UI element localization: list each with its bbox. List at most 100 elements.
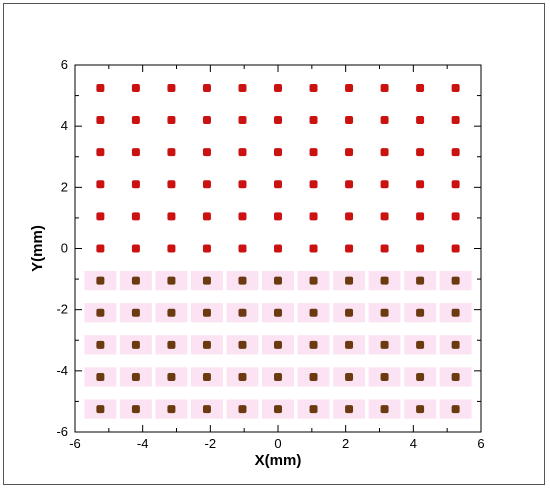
data-point-upper: [380, 212, 389, 221]
data-point-upper: [380, 116, 389, 125]
data-point-lower: [167, 308, 176, 317]
y-tick-label: 4: [61, 118, 68, 133]
x-tick-label: 6: [477, 436, 484, 451]
data-point-upper: [380, 180, 389, 189]
data-point-lower: [274, 276, 282, 285]
data-point-upper: [131, 212, 140, 221]
data-point-lower: [274, 372, 282, 381]
data-point-lower: [238, 276, 247, 285]
data-point-lower: [416, 308, 425, 317]
y-tick-label: -4: [56, 363, 68, 378]
x-tick-label: 2: [342, 436, 349, 451]
data-point-upper: [238, 83, 247, 92]
data-point-upper: [131, 180, 140, 189]
x-tick-label: -6: [69, 436, 81, 451]
data-point-lower: [451, 405, 460, 414]
data-point-lower: [416, 372, 425, 381]
data-point-lower: [167, 405, 176, 414]
data-point-upper: [131, 116, 140, 125]
data-point-upper: [274, 244, 282, 253]
data-point-upper: [380, 244, 389, 253]
data-point-upper: [451, 244, 460, 253]
data-point-upper: [309, 212, 318, 221]
data-point-upper: [96, 180, 105, 189]
data-point-upper: [167, 148, 176, 157]
data-point-upper: [238, 180, 247, 189]
data-point-upper: [416, 148, 425, 157]
y-tick-label: 6: [61, 57, 68, 72]
data-point-upper: [202, 244, 211, 253]
x-tick-label: -2: [205, 436, 217, 451]
data-point-upper: [274, 148, 282, 157]
data-point-upper: [380, 83, 389, 92]
data-point-upper: [167, 116, 176, 125]
data-point-upper: [416, 83, 425, 92]
data-point-lower: [451, 276, 460, 285]
data-point-lower: [202, 308, 211, 317]
data-point-lower: [345, 308, 354, 317]
data-point-upper: [345, 244, 354, 253]
data-point-upper: [451, 116, 460, 125]
data-point-upper: [131, 244, 140, 253]
data-point-upper: [96, 116, 105, 125]
data-point-upper: [345, 180, 354, 189]
data-point-lower: [167, 340, 176, 349]
data-point-upper: [451, 83, 460, 92]
data-point-lower: [167, 276, 176, 285]
data-point-upper: [202, 212, 211, 221]
data-point-upper: [238, 148, 247, 157]
data-point-lower: [131, 276, 140, 285]
data-point-lower: [96, 340, 105, 349]
x-tick-label: 0: [274, 436, 281, 451]
data-point-lower: [96, 308, 105, 317]
data-point-lower: [202, 372, 211, 381]
data-point-upper: [96, 83, 105, 92]
data-point-upper: [309, 116, 318, 125]
data-point-upper: [238, 244, 247, 253]
data-point-lower: [345, 405, 354, 414]
data-point-lower: [380, 308, 389, 317]
data-point-upper: [238, 212, 247, 221]
data-point-upper: [202, 148, 211, 157]
data-point-upper: [309, 83, 318, 92]
data-point-lower: [416, 276, 425, 285]
data-point-lower: [202, 405, 211, 414]
data-point-lower: [380, 372, 389, 381]
data-point-lower: [345, 340, 354, 349]
data-point-upper: [96, 244, 105, 253]
data-point-upper: [416, 180, 425, 189]
data-point-upper: [345, 116, 354, 125]
data-point-upper: [345, 83, 354, 92]
data-point-upper: [309, 148, 318, 157]
data-point-lower: [238, 340, 247, 349]
data-point-lower: [238, 308, 247, 317]
data-point-upper: [380, 148, 389, 157]
data-point-upper: [167, 244, 176, 253]
data-point-lower: [131, 372, 140, 381]
data-point-lower: [96, 372, 105, 381]
data-point-upper: [202, 83, 211, 92]
data-point-lower: [238, 372, 247, 381]
data-point-upper: [309, 180, 318, 189]
data-point-upper: [345, 212, 354, 221]
data-point-lower: [167, 372, 176, 381]
data-point-lower: [451, 308, 460, 317]
data-point-upper: [131, 148, 140, 157]
data-point-lower: [380, 405, 389, 414]
data-point-upper: [202, 180, 211, 189]
data-point-lower: [380, 276, 389, 285]
data-point-upper: [96, 212, 105, 221]
y-tick-label: 0: [61, 241, 68, 256]
data-point-lower: [309, 340, 318, 349]
data-point-lower: [451, 340, 460, 349]
data-point-upper: [416, 244, 425, 253]
data-point-upper: [345, 148, 354, 157]
data-point-upper: [274, 212, 282, 221]
data-point-lower: [274, 405, 282, 414]
y-tick-label: 2: [61, 179, 68, 194]
data-point-lower: [416, 405, 425, 414]
data-point-upper: [202, 116, 211, 125]
data-point-lower: [202, 276, 211, 285]
data-point-lower: [345, 276, 354, 285]
data-point-lower: [451, 372, 460, 381]
